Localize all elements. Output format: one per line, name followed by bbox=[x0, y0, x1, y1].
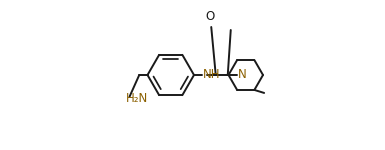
Text: N: N bbox=[238, 68, 246, 81]
Text: O: O bbox=[206, 10, 215, 23]
Text: H₂N: H₂N bbox=[126, 93, 148, 105]
Text: NH: NH bbox=[203, 68, 221, 81]
